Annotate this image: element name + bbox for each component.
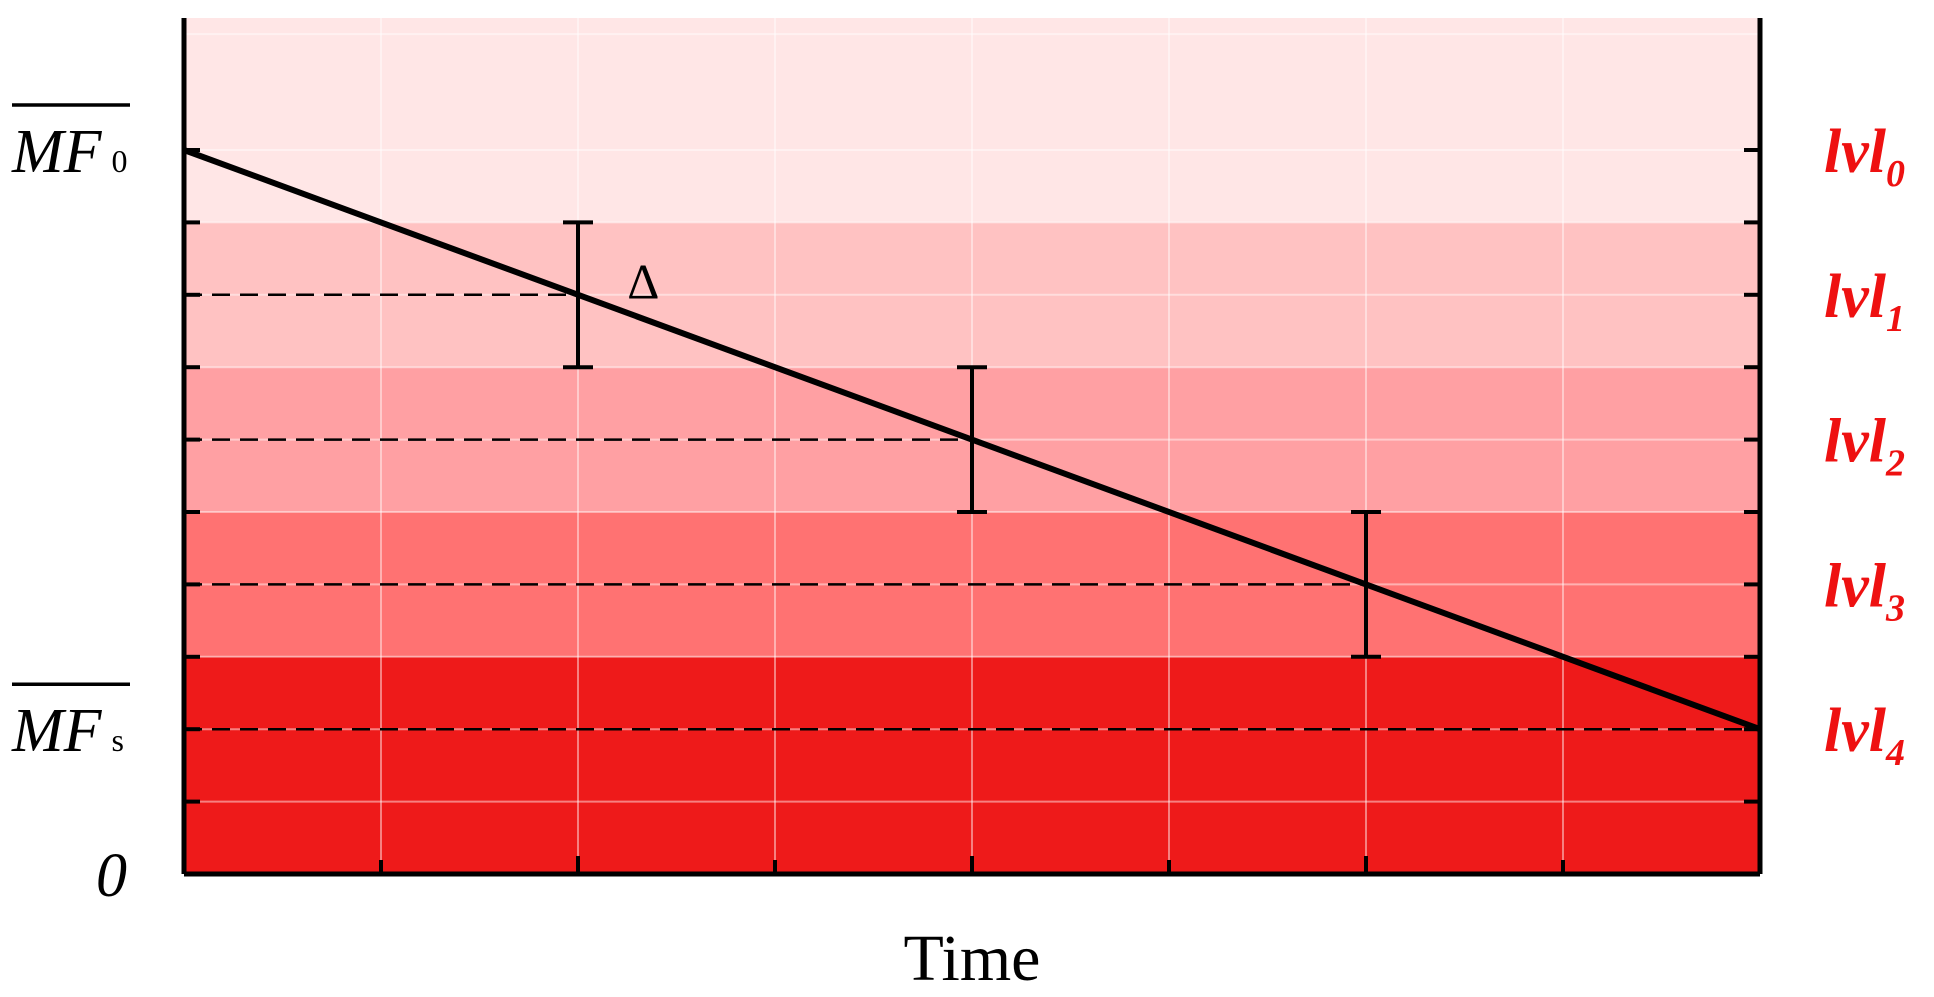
left-label-1: MF s (11, 697, 124, 765)
annotations: Δ (627, 253, 659, 309)
right-label-3: lvl3 (1824, 552, 1905, 629)
left-label-main-2: 0 (96, 842, 127, 910)
right-label-main-0: lvl (1824, 118, 1887, 186)
left-label-0: MF 0 (11, 118, 128, 186)
right-label-sub-0: 0 (1886, 153, 1905, 195)
series-lines (182, 147, 1762, 733)
right-label-sub-3: 3 (1885, 587, 1905, 629)
right-label-sub-1: 1 (1886, 298, 1905, 340)
left-label-main-0: MF (11, 118, 103, 186)
left-label-2: 0 (96, 842, 127, 910)
right-label-main-4: lvl (1824, 697, 1887, 765)
band-4 (184, 656, 1760, 874)
left-axis-labels: MF 0MF s0 (11, 103, 130, 910)
left-label-main-1: MF (11, 697, 103, 765)
x-axis-label: Time (904, 922, 1041, 995)
right-label-2: lvl2 (1824, 408, 1905, 485)
right-label-main-3: lvl (1824, 552, 1887, 620)
right-label-sub-4: 4 (1885, 732, 1905, 774)
band-0 (184, 18, 1760, 223)
right-label-1: lvl1 (1824, 263, 1905, 340)
axis-ticks (184, 148, 1760, 874)
right-label-main-2: lvl (1824, 408, 1887, 476)
right-label-4: lvl4 (1824, 697, 1905, 774)
right-label-sub-2: 2 (1885, 443, 1905, 485)
right-label-main-1: lvl (1824, 263, 1887, 331)
annotation-0: Δ (627, 253, 659, 309)
left-label-sub-1: s (112, 722, 124, 758)
background-bands (184, 18, 1760, 874)
series-line-0 (182, 147, 1762, 733)
right-label-0: lvl0 (1824, 118, 1905, 195)
level-lines (184, 293, 1760, 731)
left-label-sub-0: 0 (112, 143, 128, 179)
